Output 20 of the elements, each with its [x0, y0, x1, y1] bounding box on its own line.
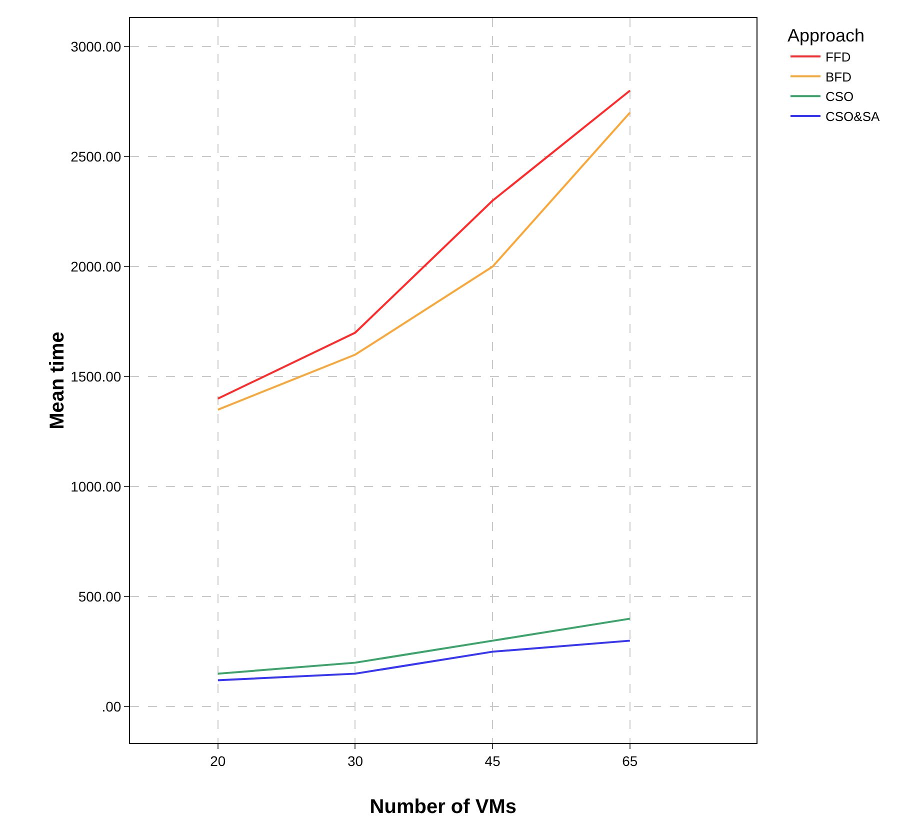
x-axis-title: Number of VMs [370, 796, 516, 818]
y-tick-label: 1500.00 [70, 368, 122, 385]
legend-label: CSO [825, 89, 854, 104]
y-tick-label: 1000.00 [70, 478, 122, 495]
line-series [216, 618, 631, 675]
legend-label: CSO&SA [825, 109, 880, 124]
legend-title: Approach [787, 25, 865, 46]
x-tick-label: 65 [622, 752, 638, 769]
x-tick-label: 45 [484, 752, 501, 769]
y-tick-label: 2000.00 [70, 258, 122, 275]
y-tick-label: .00 [102, 698, 122, 715]
legend-label: FFD [825, 49, 851, 64]
y-tick-label: 2500.00 [70, 148, 122, 165]
y-axis-title: Mean time [46, 332, 69, 430]
y-tick-label: 3000.00 [70, 38, 122, 54]
x-tick-label: 30 [347, 752, 364, 769]
line-series [216, 640, 631, 682]
y-tick-label: 500.00 [78, 588, 122, 605]
legend-label: BFD [825, 69, 852, 84]
x-tick-label: 20 [210, 752, 226, 769]
